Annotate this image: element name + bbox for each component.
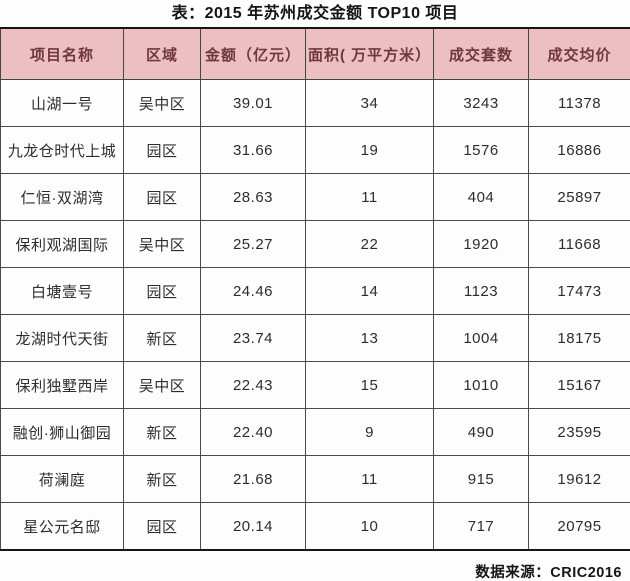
cell-project-name: 仁恒·双湖湾 (0, 173, 124, 221)
cell-project-name: 保利独墅西岸 (0, 361, 124, 409)
cell-district: 新区 (123, 455, 201, 503)
col-header-district: 区域 (123, 27, 201, 80)
cell-avg-price: 16886 (528, 126, 630, 174)
table-row: 仁恒·双湖湾 园区 28.63 11 404 25897 (0, 173, 630, 221)
cell-project-name: 保利观湖国际 (0, 220, 124, 268)
cell-units-sold: 404 (433, 173, 529, 221)
cell-project-name: 星公元名邸 (0, 502, 124, 551)
cell-avg-price: 25897 (528, 173, 630, 221)
cell-project-name: 龙湖时代天街 (0, 314, 124, 362)
table-row: 保利独墅西岸 吴中区 22.43 15 1010 15167 (0, 361, 630, 409)
cell-project-name: 融创·狮山御园 (0, 408, 124, 456)
cell-area: 15 (305, 361, 434, 409)
cell-area: 19 (305, 126, 434, 174)
cell-avg-price: 19612 (528, 455, 630, 503)
cell-amount: 22.43 (200, 361, 306, 409)
col-header-project-name: 项目名称 (0, 27, 124, 80)
cell-avg-price: 15167 (528, 361, 630, 409)
table-row: 白塘壹号 园区 24.46 14 1123 17473 (0, 267, 630, 315)
col-header-units-sold: 成交套数 (433, 27, 529, 80)
cell-avg-price: 20795 (528, 502, 630, 551)
cell-avg-price: 23595 (528, 408, 630, 456)
cell-district: 吴中区 (123, 220, 201, 268)
cell-district: 园区 (123, 173, 201, 221)
cell-amount: 25.27 (200, 220, 306, 268)
cell-project-name: 荷澜庭 (0, 455, 124, 503)
cell-units-sold: 3243 (433, 79, 529, 127)
cell-area: 34 (305, 79, 434, 127)
cell-area: 22 (305, 220, 434, 268)
cell-area: 11 (305, 455, 434, 503)
cell-project-name: 白塘壹号 (0, 267, 124, 315)
cell-units-sold: 1920 (433, 220, 529, 268)
table-row: 荷澜庭 新区 21.68 11 915 19612 (0, 455, 630, 503)
cell-amount: 31.66 (200, 126, 306, 174)
page-title: 表：2015 年苏州成交金额 TOP10 项目 (171, 5, 459, 22)
table-body: 山湖一号 吴中区 39.01 34 3243 11378 九龙仓时代上城 园区 … (0, 79, 630, 551)
cell-district: 吴中区 (123, 361, 201, 409)
cell-district: 园区 (123, 502, 201, 551)
cell-district: 新区 (123, 408, 201, 456)
cell-amount: 23.74 (200, 314, 306, 362)
cell-area: 13 (305, 314, 434, 362)
col-header-area: 面积( 万平方米） (305, 27, 434, 80)
cell-units-sold: 490 (433, 408, 529, 456)
cell-avg-price: 18175 (528, 314, 630, 362)
cell-units-sold: 717 (433, 502, 529, 551)
data-source-note: 数据来源：CRIC2016 (475, 565, 622, 581)
table-row: 山湖一号 吴中区 39.01 34 3243 11378 (0, 79, 630, 127)
table-row: 星公元名邸 园区 20.14 10 717 20795 (0, 502, 630, 551)
cell-amount: 24.46 (200, 267, 306, 315)
table-row: 龙湖时代天街 新区 23.74 13 1004 18175 (0, 314, 630, 362)
cell-area: 14 (305, 267, 434, 315)
cell-units-sold: 1010 (433, 361, 529, 409)
cell-amount: 39.01 (200, 79, 306, 127)
cell-avg-price: 11668 (528, 220, 630, 268)
cell-units-sold: 915 (433, 455, 529, 503)
cell-avg-price: 11378 (528, 79, 630, 127)
cell-area: 11 (305, 173, 434, 221)
cell-district: 吴中区 (123, 79, 201, 127)
cell-amount: 28.63 (200, 173, 306, 221)
cell-project-name: 九龙仓时代上城 (0, 126, 124, 174)
cell-amount: 20.14 (200, 502, 306, 551)
cell-units-sold: 1123 (433, 267, 529, 315)
cell-avg-price: 17473 (528, 267, 630, 315)
cell-units-sold: 1576 (433, 126, 529, 174)
table-row: 融创·狮山御园 新区 22.40 9 490 23595 (0, 408, 630, 456)
cell-amount: 22.40 (200, 408, 306, 456)
cell-district: 园区 (123, 126, 201, 174)
cell-units-sold: 1004 (433, 314, 529, 362)
cell-area: 9 (305, 408, 434, 456)
table-header: 项目名称 区域 金额（亿元） 面积( 万平方米） 成交套数 成交均价 (0, 27, 630, 80)
cell-amount: 21.68 (200, 455, 306, 503)
cell-project-name: 山湖一号 (0, 79, 124, 127)
table-row: 九龙仓时代上城 园区 31.66 19 1576 16886 (0, 126, 630, 174)
header-row: 项目名称 区域 金额（亿元） 面积( 万平方米） 成交套数 成交均价 (0, 27, 630, 80)
cell-district: 新区 (123, 314, 201, 362)
table-row: 保利观湖国际 吴中区 25.27 22 1920 11668 (0, 220, 630, 268)
col-header-avg-price: 成交均价 (528, 27, 630, 80)
col-header-amount: 金额（亿元） (200, 27, 306, 80)
cell-area: 10 (305, 502, 434, 551)
cell-district: 园区 (123, 267, 201, 315)
top10-projects-table: 项目名称 区域 金额（亿元） 面积( 万平方米） 成交套数 成交均价 山湖一号 … (0, 27, 630, 551)
